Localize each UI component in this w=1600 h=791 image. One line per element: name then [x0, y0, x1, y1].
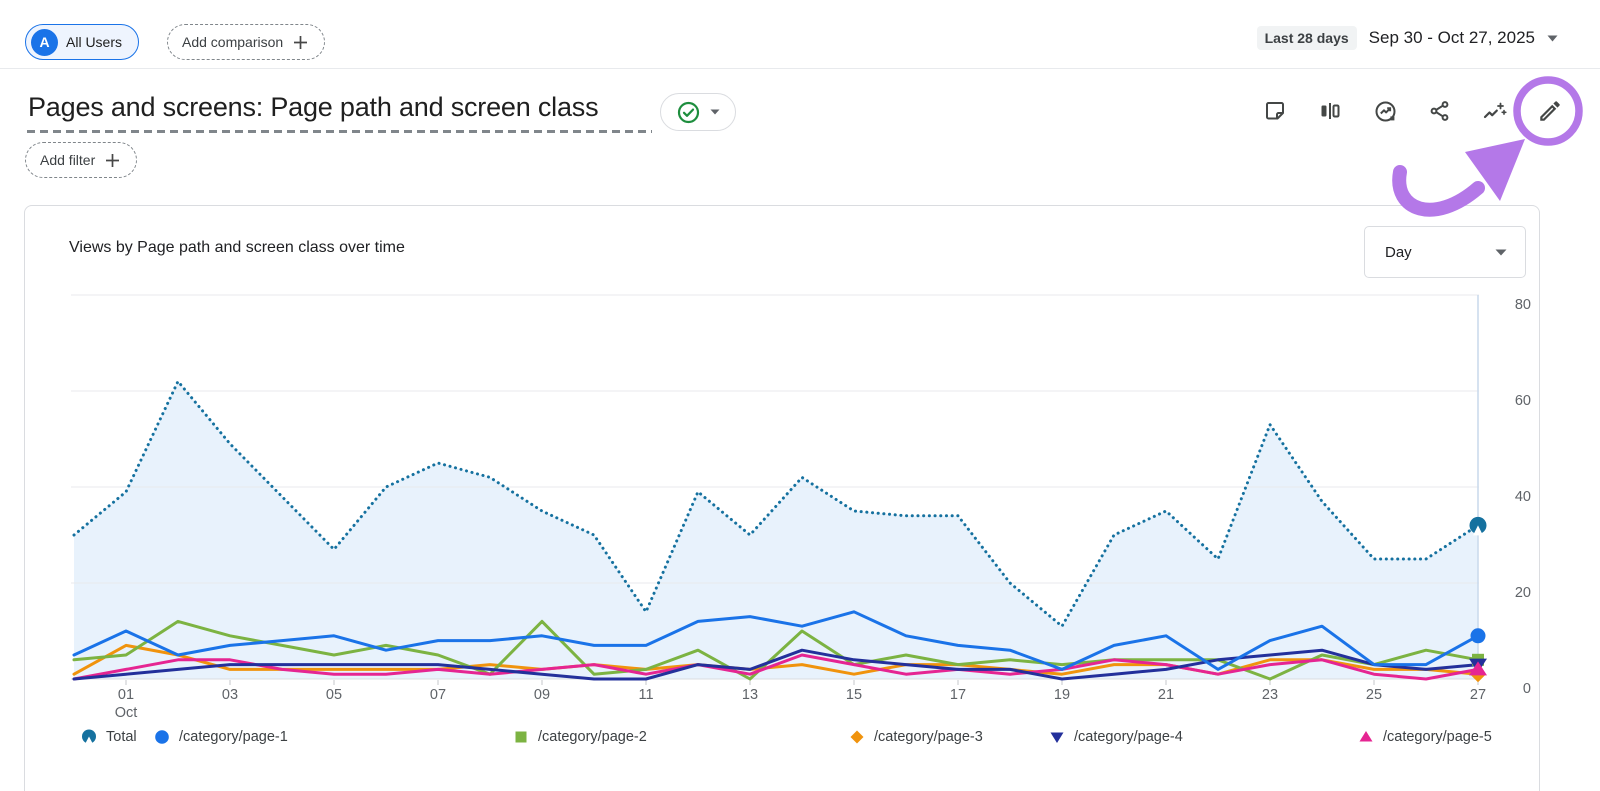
audience-label: All Users — [66, 34, 123, 50]
add-filter-label: Add filter — [40, 152, 96, 168]
chevron-down-icon — [710, 109, 719, 115]
top-bar: A All Users Add comparison Last 28 days … — [0, 0, 1600, 68]
series-line-category-page-4[interactable] — [72, 648, 1480, 681]
report-toolbar — [1253, 89, 1572, 133]
triangle-down-marker-icon — [1050, 732, 1064, 743]
legend-label: /category/page-2 — [538, 729, 647, 745]
date-range-text: Sep 30 - Oct 27, 2025 — [1368, 28, 1535, 47]
x-axis-tick-label: 13 — [742, 687, 758, 703]
note-icon — [1266, 102, 1284, 120]
all-users-chip[interactable]: A All Users — [25, 24, 140, 60]
x-axis-tick-label: 17 — [950, 687, 966, 703]
legend-item-page-1[interactable]: /category/page-1 — [154, 722, 288, 752]
x-axis-tick-label: 07 — [430, 687, 446, 703]
add-filter-chip[interactable]: Add filter — [25, 142, 138, 178]
triangle-up-marker-icon — [1359, 731, 1373, 742]
y-axis-tick-label: 0 — [1523, 681, 1531, 697]
legend-item-total[interactable]: Total — [81, 722, 137, 752]
x-axis-tick-label: 01 — [118, 687, 134, 703]
x-axis-tick-label: 19 — [1054, 687, 1070, 703]
series-end-marker — [1470, 628, 1486, 644]
plus-icon — [294, 35, 308, 49]
add-comparison-chip[interactable]: Add comparison — [167, 24, 326, 60]
legend-item-page-3[interactable]: /category/page-3 — [849, 722, 983, 752]
legend-label: /category/page-1 — [179, 729, 288, 745]
ab-compare-button[interactable] — [1308, 89, 1352, 133]
notes-button[interactable] — [1253, 89, 1297, 133]
series-line-category-page-3[interactable] — [72, 643, 1480, 676]
data-quality-badge[interactable] — [660, 93, 736, 131]
insights-button[interactable] — [1363, 89, 1407, 133]
x-axis-tick-label: 27 — [1470, 687, 1486, 703]
chevron-down-icon — [1495, 249, 1507, 255]
series-line-category-page-1[interactable] — [72, 610, 1480, 671]
x-axis-tick-label: 05 — [326, 687, 342, 703]
x-axis-tick-label: 09 — [534, 687, 550, 703]
granularity-value: Day — [1385, 243, 1412, 261]
y-axis-tick-label: 60 — [1515, 393, 1531, 409]
diamond-marker-icon — [850, 730, 864, 744]
audience-avatar: A — [31, 28, 58, 56]
date-range-picker[interactable]: Last 28 days Sep 30 - Oct 27, 2025 — [1256, 26, 1558, 50]
legend-label: /category/page-4 — [1074, 729, 1183, 745]
granularity-select[interactable]: Day — [1364, 226, 1526, 278]
trend-sparkle-button[interactable] — [1473, 89, 1517, 133]
x-axis-tick-label: 15 — [846, 687, 862, 703]
x-axis-tick-label: 03 — [222, 687, 238, 703]
legend-item-page-5[interactable]: /category/page-5 — [1358, 722, 1497, 752]
date-preset: Last 28 days — [1256, 26, 1357, 50]
plus-icon — [106, 153, 120, 167]
chart-legend: Total/category/page-1/category/page-2/ca… — [25, 722, 1517, 752]
add-comparison-label: Add comparison — [182, 34, 284, 50]
series-line-Total[interactable] — [72, 379, 1480, 628]
y-axis-tick-label: 40 — [1515, 489, 1531, 505]
legend-label: /category/page-5 — [1383, 729, 1492, 745]
total-area-fill — [74, 381, 1478, 679]
share-icon — [1430, 101, 1449, 121]
edit-comparisons-button[interactable] — [1528, 89, 1572, 133]
x-axis-tick-label: 11 — [638, 687, 653, 703]
title-dashed-underline — [27, 130, 652, 133]
circle-marker-icon — [155, 730, 169, 744]
chart-title: Views by Page path and screen class over… — [69, 239, 405, 256]
pencil-icon — [1540, 101, 1560, 121]
y-axis-tick-label: 20 — [1515, 585, 1531, 601]
x-axis-month-label: Oct — [115, 705, 138, 720]
y-axis-tick-label: 80 — [1515, 297, 1531, 313]
legend-item-page-4[interactable]: /category/page-4 — [1049, 722, 1183, 752]
views-over-time-chart[interactable]: 0 20 40 60 80 01 Oct 03 05 07 09 11 13 15 17 19 21 23 25 27 — [25, 206, 1540, 720]
chart-card: Views by Page path and screen class over… — [24, 205, 1540, 791]
insights-icon — [1375, 101, 1395, 121]
header-divider — [0, 68, 1600, 69]
trend-sparkle-icon — [1483, 102, 1507, 119]
legend-label: Total — [106, 729, 137, 745]
page-title: Pages and screens: Page path and screen … — [28, 92, 599, 122]
series-line-category-page-5[interactable] — [72, 653, 1480, 681]
series-end-marker — [1469, 661, 1487, 676]
x-axis-tick-label: 21 — [1158, 687, 1174, 703]
square-marker-icon — [515, 731, 527, 743]
legend-item-page-2[interactable]: /category/page-2 — [513, 722, 647, 752]
scallop-marker-icon — [82, 729, 96, 745]
chevron-down-icon — [1547, 35, 1558, 41]
ab-compare-icon — [1321, 103, 1340, 119]
x-axis-tick-label: 23 — [1262, 687, 1278, 703]
check-circle-icon — [677, 101, 699, 123]
share-button[interactable] — [1418, 89, 1462, 133]
x-axis-tick-label: 25 — [1366, 687, 1382, 703]
legend-label: /category/page-3 — [874, 729, 983, 745]
